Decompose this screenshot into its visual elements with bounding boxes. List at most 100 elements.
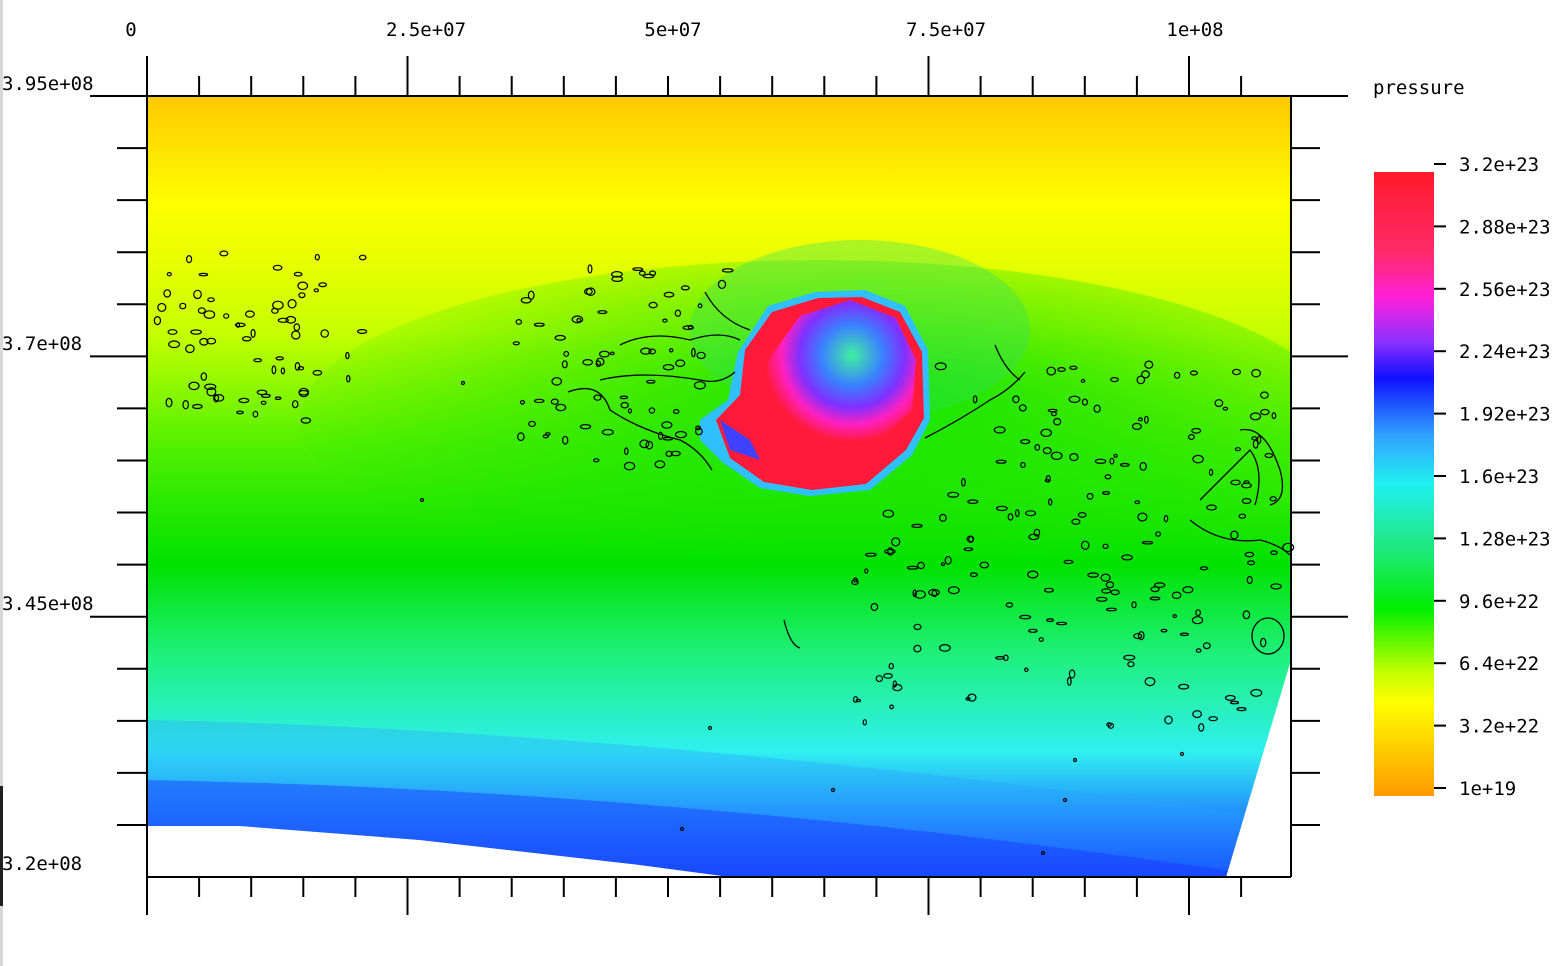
contour-speck xyxy=(1123,654,1136,661)
contour-speck xyxy=(1195,609,1201,617)
contour-speck xyxy=(1101,588,1112,594)
contour-speck xyxy=(1040,850,1046,856)
contour-speck xyxy=(260,400,267,405)
contour-speck xyxy=(1206,504,1217,511)
contour-speck xyxy=(1104,474,1112,480)
contour-speck xyxy=(691,347,696,358)
contour-speck xyxy=(1105,581,1115,589)
contour-speck xyxy=(1141,540,1154,545)
contour-speck xyxy=(285,315,297,324)
contour-speck xyxy=(1155,531,1161,537)
contour-speck xyxy=(1141,370,1150,379)
contour-speck xyxy=(515,319,523,325)
contour-speck xyxy=(1062,797,1068,803)
contour-speck xyxy=(891,537,901,547)
contour-speck xyxy=(1191,427,1202,434)
contour-speck xyxy=(1249,412,1262,421)
colorbar: pressure 3.2e+23 2.88e+23 2.56e+23 2.24e+23… xyxy=(1373,77,1551,800)
contour-speck xyxy=(1102,543,1109,550)
contour-speck xyxy=(1138,630,1145,641)
contour-speck xyxy=(1053,417,1062,426)
contour-speck xyxy=(256,389,268,396)
contour-speck xyxy=(527,290,535,300)
contour-speck xyxy=(1251,368,1261,378)
contour-speck xyxy=(213,394,225,402)
contour-speck xyxy=(235,322,241,328)
contour-speck xyxy=(1259,391,1269,399)
contour-speck xyxy=(167,329,178,335)
contour-speck xyxy=(1020,439,1031,445)
y-tick-label: 3.95e+08 xyxy=(2,73,94,95)
window-edge-dark xyxy=(0,786,3,906)
contour-speck xyxy=(1153,582,1166,588)
colorbar-tick-label: 1.28e+23 xyxy=(1459,528,1551,550)
contour-speck xyxy=(1042,447,1052,455)
contour-speck xyxy=(163,289,172,298)
contour-speck xyxy=(517,432,525,442)
contour-speck xyxy=(1224,694,1236,701)
contour-speck xyxy=(1046,618,1054,623)
contour-speck xyxy=(419,497,425,503)
contour-speck xyxy=(1234,447,1242,452)
contour-speck xyxy=(623,447,629,456)
contour-speck xyxy=(995,459,1007,464)
contour-speck xyxy=(611,270,623,278)
contour-speck xyxy=(1068,395,1081,403)
contour-speck xyxy=(1105,607,1117,612)
contour-speck xyxy=(887,547,894,556)
contour-speck xyxy=(670,450,681,457)
contour-speck xyxy=(620,401,629,409)
contour-speck xyxy=(1077,512,1087,518)
contour-speck xyxy=(190,329,202,335)
contour-speck xyxy=(1127,661,1135,668)
contour-speck xyxy=(928,588,940,597)
contour-speck xyxy=(238,397,250,404)
contour-speck xyxy=(648,301,658,309)
contour-speck xyxy=(287,298,297,309)
contour-speck xyxy=(318,282,328,288)
contour-speck xyxy=(582,358,593,366)
contour-speck xyxy=(533,322,545,327)
contour-speck xyxy=(562,435,569,445)
contour-speck xyxy=(1202,642,1211,650)
contour-speck xyxy=(1236,706,1247,712)
contour-speck xyxy=(185,344,195,354)
contour-speck xyxy=(219,250,229,257)
contour-speck xyxy=(1172,614,1178,619)
contour-speck xyxy=(931,589,938,598)
contour-speck xyxy=(551,377,562,386)
contour-speck xyxy=(1080,378,1086,383)
contour-speck xyxy=(595,360,602,368)
contour-speck xyxy=(1178,683,1190,690)
contour-speck xyxy=(1208,468,1214,476)
colorbar-title: pressure xyxy=(1373,77,1465,99)
contour-speck xyxy=(1164,715,1173,725)
contour-speck xyxy=(200,372,208,381)
contour-speck xyxy=(271,365,277,375)
contour-speck xyxy=(972,395,978,404)
contour-speck xyxy=(253,358,263,363)
contour-speck xyxy=(1133,633,1143,640)
contour-speck xyxy=(1241,498,1252,505)
contour-speck xyxy=(864,552,877,557)
contour-speck xyxy=(673,408,680,415)
contour-speck xyxy=(1222,406,1229,411)
contour-speck xyxy=(1246,575,1253,585)
contour-speck xyxy=(1069,365,1078,370)
contour-speck xyxy=(198,272,209,277)
contour-speck xyxy=(1149,596,1161,601)
contour-speck xyxy=(665,450,673,457)
contour-speck xyxy=(297,366,305,371)
contour-speck xyxy=(657,431,664,440)
contour-speck xyxy=(1071,518,1081,525)
contour-speck xyxy=(563,350,570,357)
contour-speck xyxy=(966,535,975,543)
x-tick-label: 7.5e+07 xyxy=(906,19,986,41)
contour-speck xyxy=(1072,757,1078,763)
colorbar-gradient xyxy=(1374,172,1434,796)
contour-speck xyxy=(675,359,686,368)
contour-speck xyxy=(939,513,947,522)
contour-speck xyxy=(592,458,600,463)
contour-speck xyxy=(1214,399,1224,408)
contour-speck xyxy=(1192,710,1202,719)
